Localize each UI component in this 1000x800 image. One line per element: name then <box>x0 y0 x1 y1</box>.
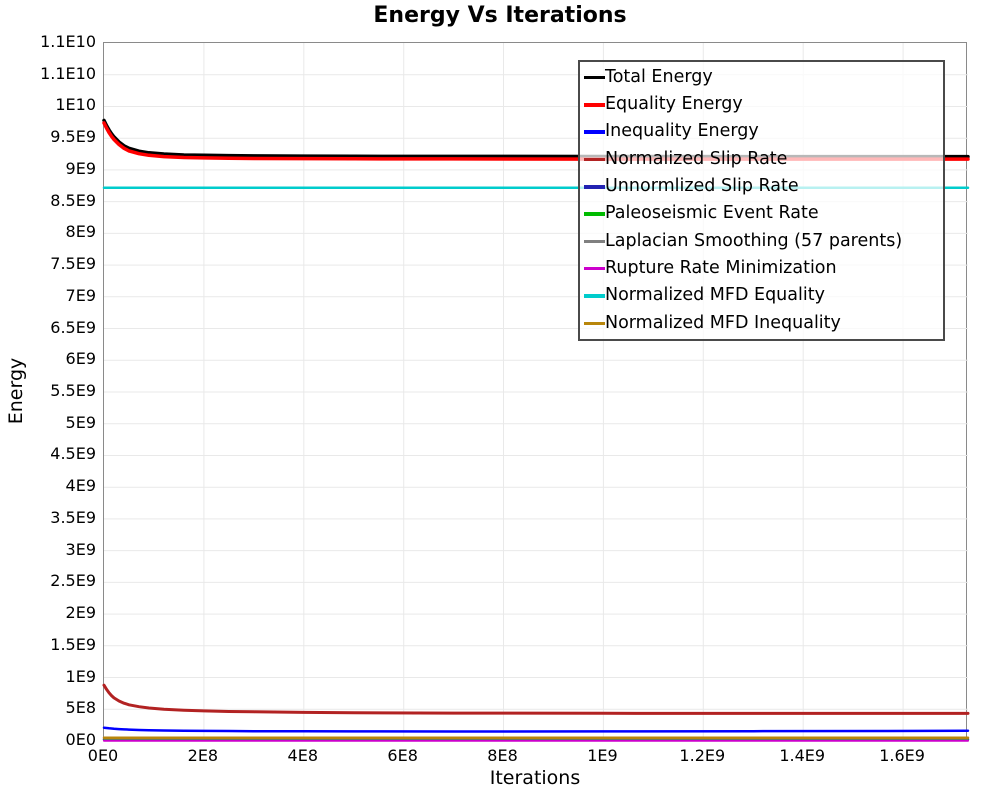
x-tick-label: 0E0 <box>87 746 119 765</box>
legend-item: Laplacian Smoothing (57 parents) <box>584 228 943 255</box>
legend-item: Inequality Energy <box>584 119 943 146</box>
legend-item: Paleoseismic Event Rate <box>584 200 943 227</box>
legend-item: Normalized MFD Inequality <box>584 310 943 337</box>
y-tick-label: 9.5E9 <box>50 127 96 147</box>
legend-item-label: Paleoseismic Event Rate <box>605 203 819 224</box>
legend-item: Rupture Rate Minimization <box>584 255 943 282</box>
y-tick-label: 1.5E9 <box>50 634 96 654</box>
legend-swatch <box>584 294 605 298</box>
y-tick-label: 3E9 <box>65 539 96 559</box>
chart-title: Energy Vs Iterations <box>373 3 627 28</box>
y-tick-label: 0E0 <box>65 730 96 749</box>
x-tick-label: 6E8 <box>387 746 418 765</box>
legend-swatch <box>584 321 605 326</box>
y-tick-label: 9E9 <box>65 158 96 178</box>
y-tick-label: 8.5E9 <box>50 190 96 210</box>
legend-item-label: Laplacian Smoothing (57 parents) <box>605 230 903 251</box>
legend-swatch <box>584 266 605 271</box>
y-tick-label: 1.1E10 <box>40 63 96 83</box>
legend-swatch <box>584 212 605 216</box>
legend-items: Total Energy Equality Energy Inequality En… <box>584 64 943 337</box>
legend-item-label: Unnormlized Slip Rate <box>605 176 799 197</box>
legend-swatch <box>584 157 605 162</box>
legend-item: Unnormlized Slip Rate <box>584 173 943 200</box>
y-tick-label: 7E9 <box>65 285 96 305</box>
x-axis-title: Iterations <box>489 767 581 789</box>
x-tick-label: 1.2E9 <box>679 746 726 765</box>
legend-item: Total Energy <box>584 64 943 91</box>
legend-swatch <box>584 130 605 134</box>
y-tick-label: 2E9 <box>65 603 96 623</box>
legend-item-label: Normalized Slip Rate <box>605 148 788 169</box>
legend-item-label: Total Energy <box>605 66 713 87</box>
x-tick-label: 1.4E9 <box>779 746 826 765</box>
plot-svg <box>102 43 970 742</box>
series-line <box>102 683 970 715</box>
legend-swatch <box>584 75 605 80</box>
y-tick-label: 3.5E9 <box>50 507 96 527</box>
y-tick-label: 1.1E10 <box>40 32 96 51</box>
y-tick-label: 8E9 <box>65 222 96 242</box>
y-tick-label: 4E9 <box>65 476 96 496</box>
legend-swatch <box>584 239 605 244</box>
legend-item-label: Equality Energy <box>605 94 743 115</box>
series-line <box>102 121 970 161</box>
y-tick-label: 5E9 <box>65 412 96 432</box>
legend-swatch <box>584 103 605 107</box>
legend-item: Normalized MFD Equality <box>584 282 943 309</box>
x-tick-label: 1.6E9 <box>879 746 925 765</box>
y-tick-label: 1E9 <box>65 666 96 686</box>
x-tick-label: 4E8 <box>287 746 318 765</box>
legend-item: Normalized Slip Rate <box>584 146 943 173</box>
y-tick-label: 4.5E9 <box>50 444 96 464</box>
y-tick-label: 1E10 <box>55 95 96 115</box>
y-tick-label: 6.5E9 <box>50 317 96 337</box>
y-tick-label: 7.5E9 <box>50 254 96 274</box>
series-line <box>102 726 970 733</box>
legend-swatch <box>584 185 605 189</box>
legend-item-label: Normalized MFD Inequality <box>605 312 841 333</box>
legend-item: Equality Energy <box>584 91 943 118</box>
y-tick-label: 5.5E9 <box>50 381 96 400</box>
y-tick-label: 2.5E9 <box>50 571 96 591</box>
legend: Total Energy Equality Energy Inequality En… <box>578 60 945 341</box>
x-tick-label: 8E8 <box>487 746 518 765</box>
y-tick-label: 5E8 <box>65 698 96 718</box>
y-tick-label: 6E9 <box>65 349 96 369</box>
legend-item-label: Rupture Rate Minimization <box>605 257 837 278</box>
legend-item-label: Inequality Energy <box>605 121 759 142</box>
x-tick-label: 2E8 <box>187 746 219 765</box>
legend-item-label: Normalized MFD Equality <box>605 285 825 306</box>
x-tick-label: 1E9 <box>587 746 618 765</box>
